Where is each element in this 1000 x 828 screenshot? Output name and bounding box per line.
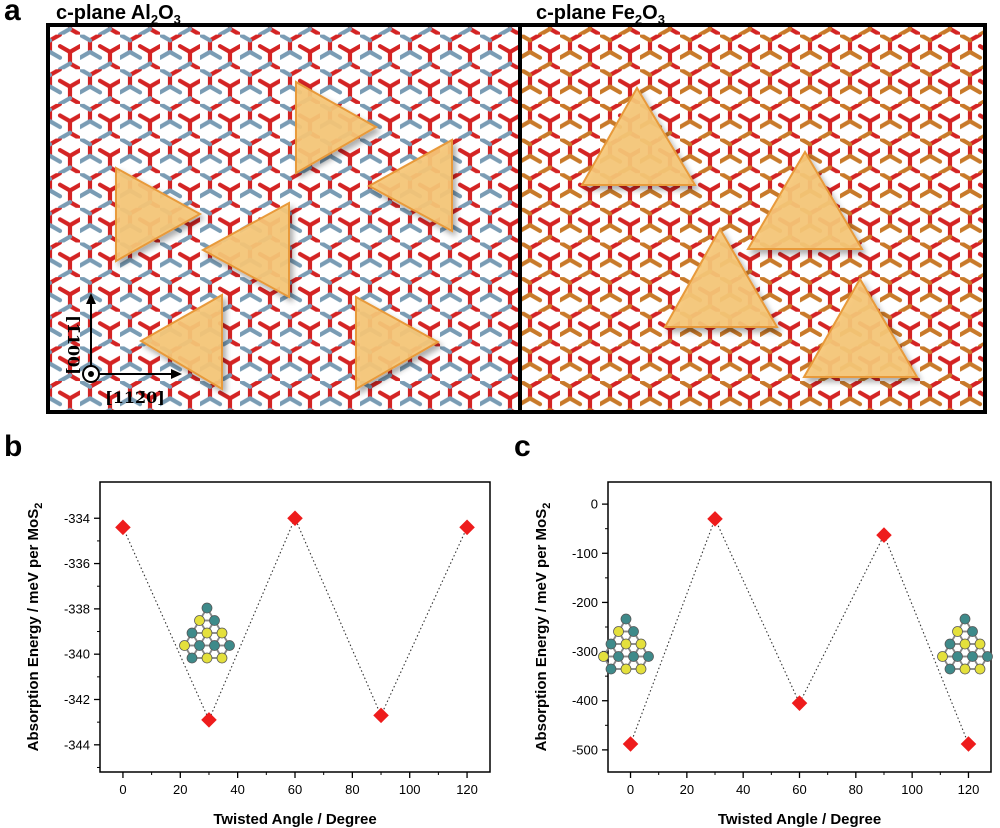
fe2o3-lattice bbox=[520, 25, 985, 412]
al2o3-mos2-flake bbox=[200, 201, 290, 299]
chart-c-ytick-label: -500 bbox=[572, 742, 598, 757]
chart-c-xtick-label: 40 bbox=[736, 782, 750, 797]
fe2o3-title-prefix: c-plane Fe bbox=[536, 2, 635, 24]
chart-c-xtick-label: 60 bbox=[792, 782, 806, 797]
axis-1120-label: [112̄0] bbox=[105, 388, 165, 407]
chart-c-plot-frame bbox=[607, 481, 992, 773]
chart-b-xlabel: Twisted Angle / Degree bbox=[213, 811, 376, 828]
chart-c-xtick-label: 20 bbox=[680, 782, 694, 797]
chart-b-data-point bbox=[459, 519, 475, 536]
chart-b: 0 20 40 60 80 100 120 -334 -336 -338 -340 -342 -344 T… bbox=[25, 481, 491, 828]
chart-c-ylabel: Absorption Energy / meV per MoS2 bbox=[533, 503, 553, 752]
al2o3-mos2-flake bbox=[295, 80, 379, 175]
chart-c-series-line bbox=[629, 517, 970, 745]
axis-1100-label: [1̄100] bbox=[64, 315, 83, 375]
chart-c-ytick-label: 0 bbox=[591, 497, 598, 512]
chart-b-xtick-label: 120 bbox=[456, 782, 478, 797]
chart-c-data-point bbox=[960, 736, 977, 752]
chart-b-data-point bbox=[373, 707, 389, 724]
chart-c-xtick-label: 80 bbox=[849, 782, 863, 797]
panel-a-lattice-figure: [1̄100] [112̄0] bbox=[46, 23, 987, 414]
chart-c: 0 20 40 60 80 100 120 0 -100 -200 -300 -400 -500 Twis… bbox=[533, 481, 993, 828]
chart-b-ytick-label: -334 bbox=[64, 511, 90, 526]
fe2o3-title: c-plane Fe2O3 bbox=[536, 2, 665, 27]
chart-c-ytick-label: -200 bbox=[572, 595, 598, 610]
chart-b-ytick-label: -340 bbox=[64, 647, 90, 662]
fe2o3-title-o: O bbox=[642, 2, 658, 24]
chart-b-data-point bbox=[115, 519, 131, 536]
chart-c-mos2-structure-icon-right bbox=[937, 613, 993, 675]
chart-b-xtick-label: 80 bbox=[345, 782, 359, 797]
panel-a-frame bbox=[46, 23, 987, 414]
chart-c-data-point bbox=[707, 511, 723, 527]
chart-b-xtick-label: 40 bbox=[230, 782, 244, 797]
chart-b-xtick-label: 20 bbox=[173, 782, 187, 797]
al2o3-sub-3: 3 bbox=[173, 12, 181, 27]
chart-b-ytick-label: -336 bbox=[64, 556, 90, 571]
fe2o3-mos2-flake bbox=[802, 276, 919, 378]
al2o3-title-prefix: c-plane Al bbox=[56, 2, 151, 24]
al2o3-mos2-flake bbox=[366, 138, 453, 233]
al2o3-mos2-flake bbox=[139, 293, 223, 391]
fe2o3-sub-3: 3 bbox=[657, 12, 665, 27]
panel-a-letter: a bbox=[4, 0, 21, 27]
chart-c-xtick-label: 120 bbox=[958, 782, 980, 797]
crystal-axes bbox=[82, 293, 182, 383]
chart-c-ytick-label: -300 bbox=[572, 644, 598, 659]
panel-b-letter: b bbox=[4, 430, 23, 463]
chart-c-xtick-label: 0 bbox=[627, 782, 634, 797]
al2o3-mos2-flake bbox=[355, 295, 441, 391]
chart-b-ylabel: Absorption Energy / meV per MoS2 bbox=[25, 503, 45, 752]
chart-c-data-point bbox=[622, 736, 639, 752]
fe2o3-mos2-flake bbox=[746, 150, 864, 250]
chart-b-ytick-label: -338 bbox=[64, 601, 90, 616]
chart-b-series-line bbox=[122, 516, 468, 722]
chart-c-ytick-label: -100 bbox=[572, 546, 598, 561]
chart-c-ytick-label: -400 bbox=[572, 693, 598, 708]
chart-b-mos2-structure-icon bbox=[179, 602, 235, 664]
chart-b-ytick-label: -344 bbox=[64, 737, 90, 752]
fe2o3-sub-2: 2 bbox=[634, 12, 643, 27]
chart-b-ytick-label: -342 bbox=[64, 692, 90, 707]
al2o3-title: c-plane Al2O3 bbox=[56, 2, 181, 27]
chart-b-data-point bbox=[287, 510, 303, 527]
chart-b-data-point bbox=[201, 712, 217, 728]
chart-b-xtick-label: 100 bbox=[399, 782, 421, 797]
chart-c-xlabel: Twisted Angle / Degree bbox=[718, 811, 881, 828]
fe2o3-mos2-flake bbox=[663, 226, 779, 328]
chart-c-data-point bbox=[876, 527, 892, 543]
al2o3-title-o: O bbox=[158, 2, 174, 24]
panel-c-letter: c bbox=[514, 430, 531, 463]
al2o3-sub-2: 2 bbox=[150, 12, 159, 27]
chart-c-data-point bbox=[791, 695, 808, 711]
chart-c-mos2-structure-icon-left bbox=[598, 613, 654, 675]
chart-b-xtick-label: 0 bbox=[119, 782, 126, 797]
chart-b-xtick-label: 60 bbox=[288, 782, 302, 797]
chart-c-xtick-label: 100 bbox=[901, 782, 923, 797]
fe2o3-mos2-flake bbox=[580, 86, 697, 186]
al2o3-mos2-flake bbox=[115, 166, 203, 263]
